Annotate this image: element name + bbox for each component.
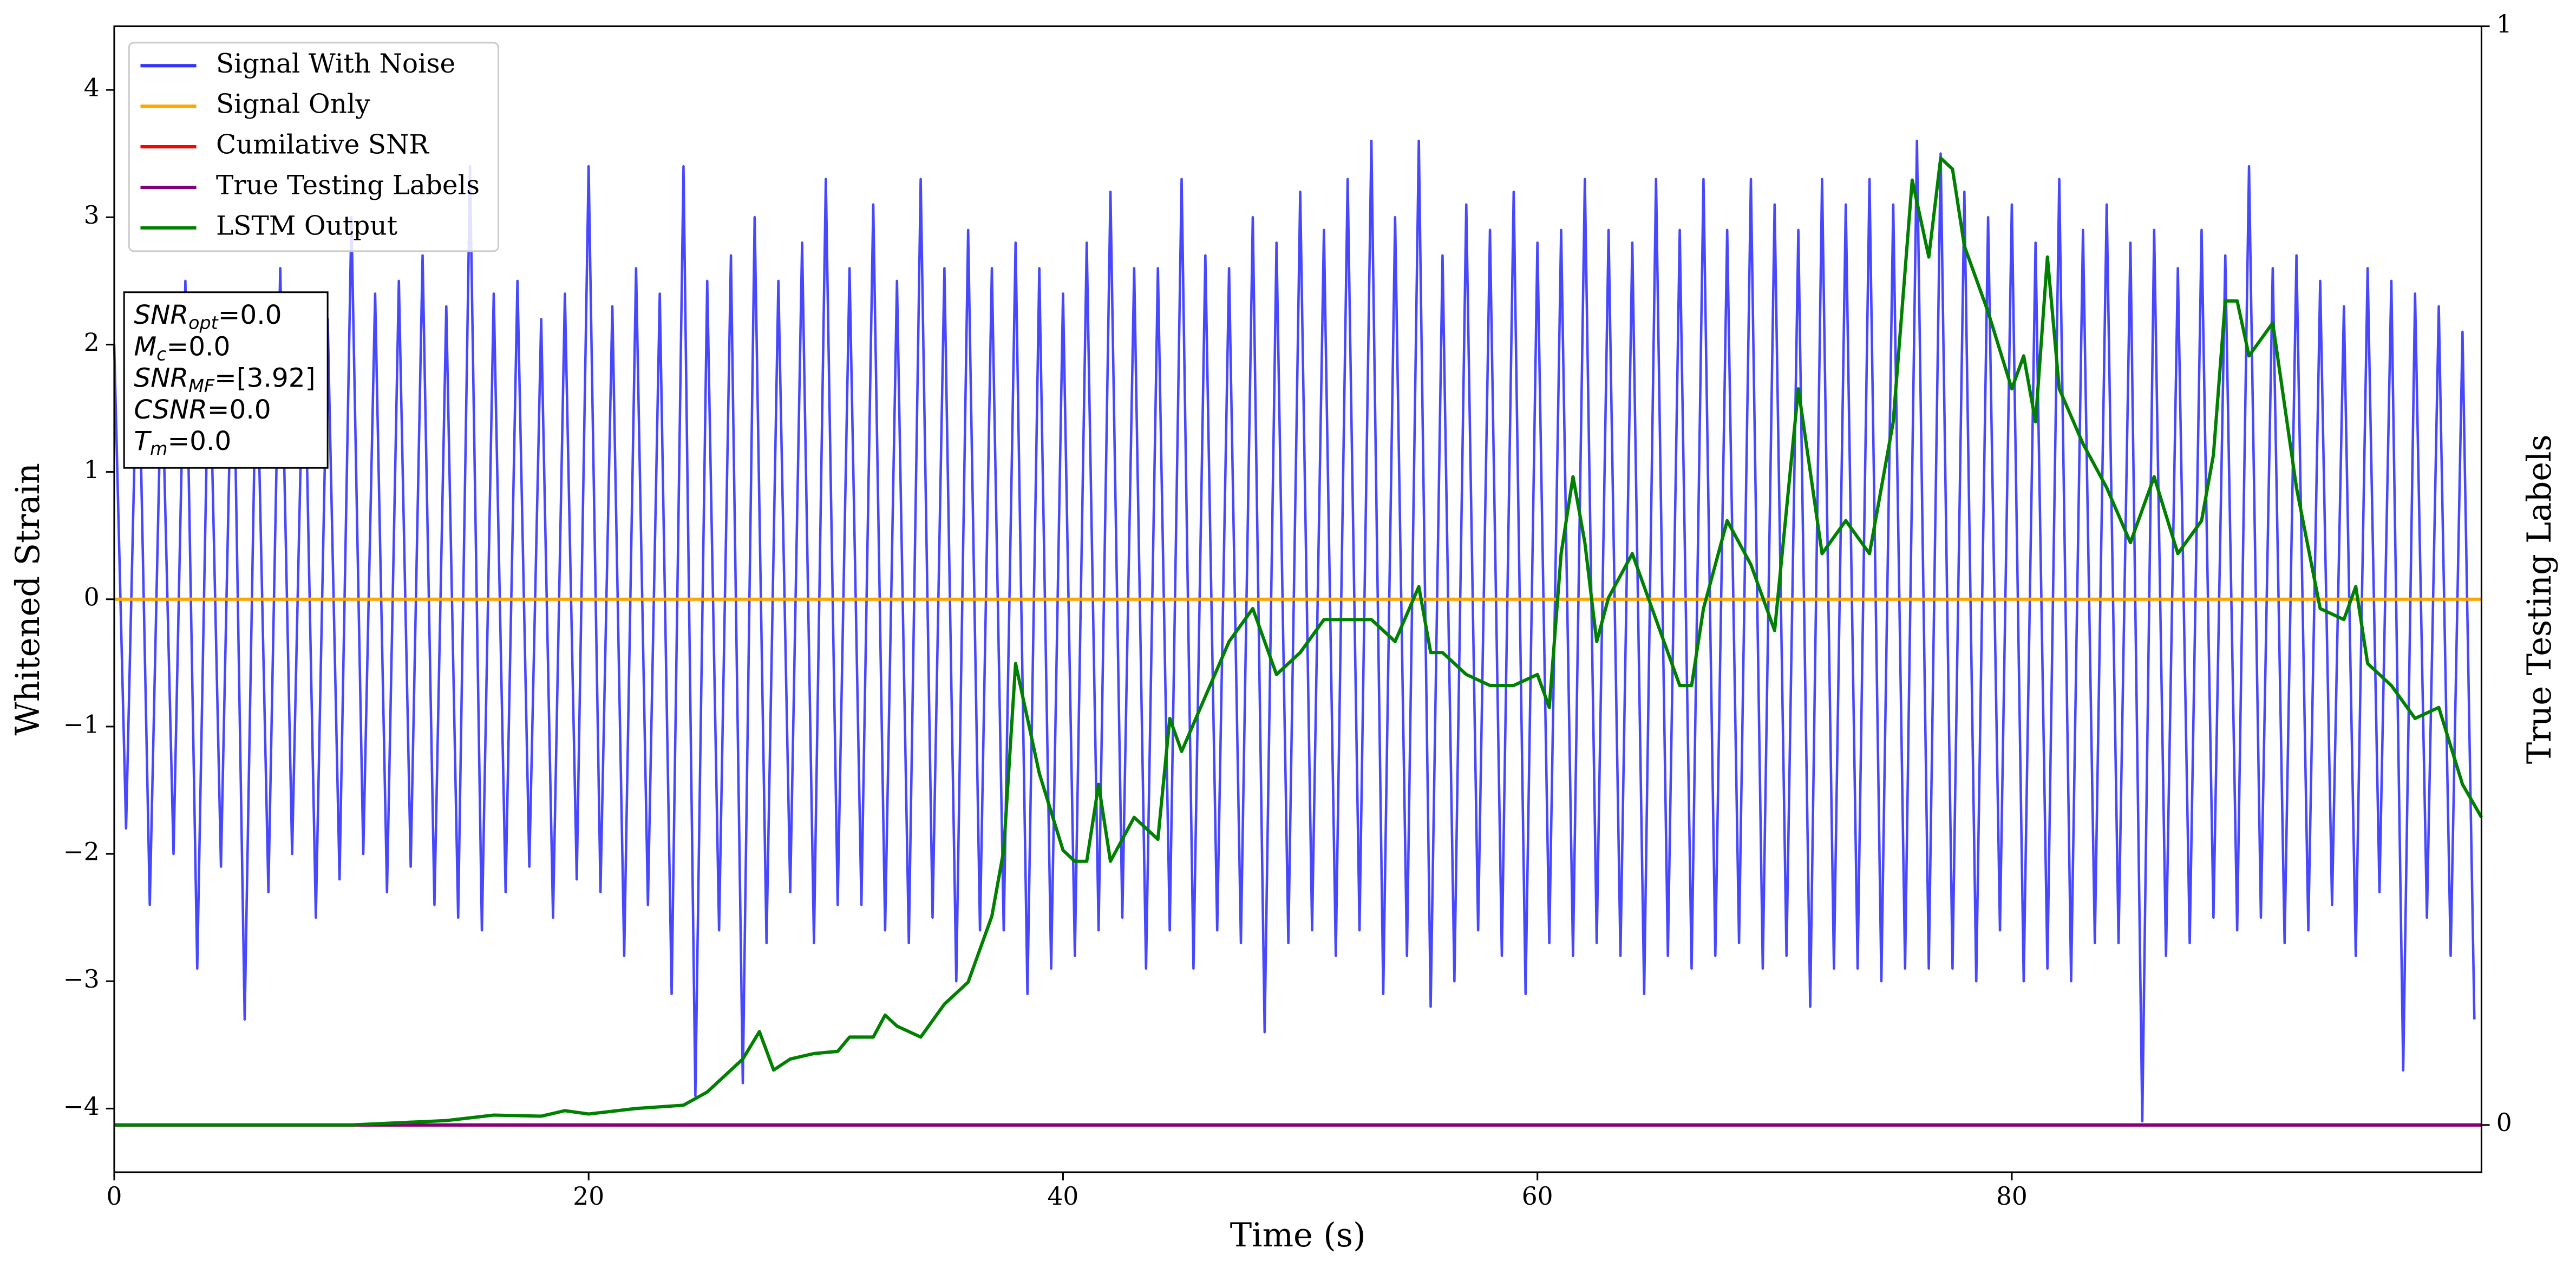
x-tick-label: 0 xyxy=(106,1182,122,1211)
annotation: SNRopt=0.0Mc=0.0SNRMF=[3.92]CSNR=0.0Tm=0… xyxy=(123,291,329,469)
y-tick-label: −1 xyxy=(63,710,100,739)
legend-box xyxy=(128,42,500,252)
legend-label: Signal Only xyxy=(216,89,370,120)
plot-area xyxy=(113,139,2483,1127)
annotation-value: =0.0 xyxy=(167,426,231,456)
annotation-line: Tm=0.0 xyxy=(134,426,231,459)
annotation-value: =0.0 xyxy=(207,395,271,425)
legend-label: Cumilative SNR xyxy=(216,130,429,160)
y-tick-label: −3 xyxy=(63,965,100,994)
legend: Signal With Noise Signal Only Cumilative S… xyxy=(128,42,500,252)
annotation-symbol: CSNR xyxy=(134,395,207,425)
legend-label: Signal With Noise xyxy=(216,49,455,79)
annotation-line: Mc=0.0 xyxy=(134,331,230,364)
annotation-symbol: SNR xyxy=(134,300,188,330)
y-tick-label: 0 xyxy=(84,583,100,611)
y-tick-label: 1 xyxy=(84,455,100,484)
y2-tick-label: 1 xyxy=(2496,10,2512,38)
series-line xyxy=(113,139,2476,1123)
legend-label: LSTM Output xyxy=(216,211,398,241)
y-tick-label: 3 xyxy=(84,201,100,230)
annotation-box xyxy=(123,291,329,469)
annotation-line: SNRMF=[3.92] xyxy=(134,363,315,396)
annotation-symbol: T xyxy=(134,426,152,456)
x-tick-label: 40 xyxy=(1048,1182,1079,1211)
x-tick-label: 20 xyxy=(573,1182,604,1211)
annotation-symbol: SNR xyxy=(134,363,188,394)
annotation-line: CSNR=0.0 xyxy=(134,395,271,425)
x-tick-label: 80 xyxy=(1996,1182,2028,1211)
legend-label: True Testing Labels xyxy=(216,170,480,200)
annotation-symbol: M xyxy=(134,331,156,362)
annotation-value: =0.0 xyxy=(218,300,282,330)
annotation-line: SNRopt=0.0 xyxy=(134,300,282,333)
x-tick-label: 60 xyxy=(1522,1182,1553,1211)
annotation-subscript: c xyxy=(156,343,166,364)
y-tick-label: 4 xyxy=(84,74,100,102)
y-axis-label: Whitened Strain xyxy=(9,463,47,735)
annotation-subscript: MF xyxy=(188,375,215,396)
annotation-value: =[3.92] xyxy=(214,363,315,394)
y2-axis-label: True Testing Labels xyxy=(2521,434,2559,764)
annotation-subscript: m xyxy=(150,438,167,459)
x-axis-label: Time (s) xyxy=(1230,1217,1366,1255)
annotation-value: =0.0 xyxy=(167,331,231,362)
series-line xyxy=(114,156,2483,1127)
y-tick-label: −4 xyxy=(63,1092,100,1121)
annotation-subscript: opt xyxy=(188,312,219,333)
y2-tick-label: 0 xyxy=(2496,1108,2512,1137)
y-tick-label: −2 xyxy=(63,838,100,866)
y-tick-label: 2 xyxy=(84,328,100,357)
